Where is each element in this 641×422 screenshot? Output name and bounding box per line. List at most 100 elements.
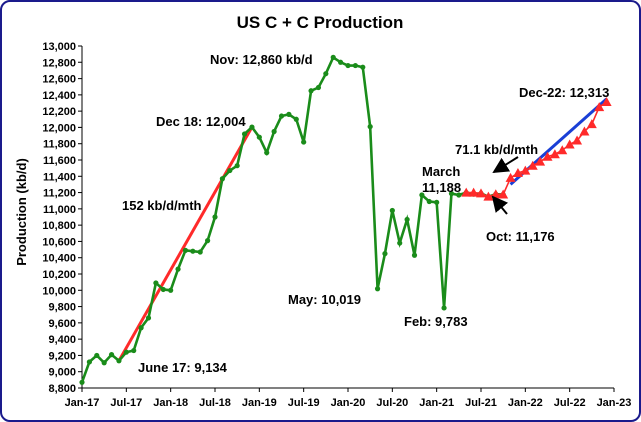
data-point	[197, 249, 203, 255]
x-tick-label: Jan-18	[153, 397, 188, 409]
annotation-arrows	[491, 156, 519, 215]
data-point	[175, 266, 181, 272]
annotation-label: 152 kb/d/mth	[122, 198, 202, 213]
data-point	[542, 151, 553, 161]
data-point	[160, 286, 166, 293]
x-tick-label: Jan-23	[597, 397, 632, 409]
data-point	[338, 59, 344, 65]
data-point	[145, 315, 152, 321]
data-point	[293, 116, 299, 122]
data-point	[278, 113, 285, 119]
data-point	[108, 352, 115, 358]
annotation-label: 71.1 kb/d/mth	[455, 142, 538, 157]
data-point	[434, 199, 440, 205]
y-tick-label: 9,800	[48, 302, 76, 314]
data-point	[520, 165, 531, 175]
annotation-label: Oct: 11,176	[486, 229, 555, 244]
x-tick-label: Jul-20	[376, 397, 408, 409]
y-tick-label: 11,200	[43, 188, 76, 200]
data-point	[594, 102, 605, 112]
data-point	[535, 156, 546, 166]
data-point	[448, 190, 455, 197]
x-tick-label: Jul-21	[465, 397, 497, 409]
x-tick-label: Jul-18	[199, 397, 231, 409]
x-tick-label: Jul-19	[288, 397, 320, 409]
x-tick-label: Jan-22	[508, 397, 543, 409]
y-axis-label: Production (kb/d)	[14, 158, 29, 266]
data-point	[476, 188, 486, 198]
data-point	[264, 150, 270, 156]
data-point	[227, 167, 233, 174]
data-point	[101, 360, 107, 366]
data-point	[468, 187, 479, 197]
y-tick-label: 12,000	[42, 122, 76, 134]
annotation-label: Nov: 12,860 kb/d	[210, 52, 313, 67]
trend-arrow	[492, 156, 519, 174]
chart-title: US C + C Production	[237, 13, 404, 32]
data-point	[456, 192, 462, 198]
data-point	[79, 379, 85, 385]
data-point	[601, 96, 612, 106]
y-tick-label: 10,200	[42, 269, 76, 281]
y-tick-label: 10,000	[42, 285, 76, 297]
data-point	[397, 240, 403, 246]
data-point	[374, 286, 381, 292]
series-line	[80, 55, 504, 383]
x-tick-label: Jul-17	[110, 397, 142, 409]
data-point	[572, 135, 583, 145]
data-point	[549, 149, 560, 159]
data-point	[234, 163, 240, 169]
data-point	[205, 238, 211, 244]
data-point	[308, 88, 314, 94]
y-tick-label: 10,400	[42, 253, 76, 265]
x-tick-labels: Jan-17 Jul-17 Jan-18 Jul-18 Jan-19 Jul-19 Jan-…	[65, 388, 632, 409]
x-tick-label: Jan-21	[419, 397, 454, 409]
annotation-label: Dec-22: 12,313	[519, 85, 609, 100]
y-tick-label: 11,600	[43, 155, 76, 167]
data-series	[79, 54, 612, 385]
data-point	[212, 214, 218, 220]
y-tick-label: 12,200	[42, 106, 76, 118]
annotation-label: Feb: 9,783	[404, 314, 468, 329]
data-point	[345, 62, 351, 69]
y-tick-label: 11,400	[43, 171, 76, 183]
x-tick-label: Jan-17	[65, 397, 100, 409]
y-tick-label: 11,000	[43, 204, 76, 216]
data-point	[249, 124, 255, 130]
annotations: Nov: 12,860 kb/d Dec 18: 12,004 152 kb/d/m…	[122, 52, 609, 375]
y-tick-label: 9,600	[48, 318, 76, 330]
data-point	[323, 71, 329, 77]
data-point	[94, 352, 100, 359]
data-point	[426, 198, 432, 205]
y-tick-label: 12,400	[42, 90, 76, 102]
y-tick-label: 9,000	[48, 367, 76, 379]
data-point	[579, 126, 590, 136]
data-point	[168, 287, 174, 293]
data-point	[461, 187, 472, 197]
data-point	[389, 207, 395, 214]
data-point	[330, 54, 336, 61]
data-point	[382, 251, 388, 257]
y-tick-label: 9,200	[48, 350, 76, 362]
data-point	[86, 359, 92, 365]
data-point	[564, 139, 575, 149]
data-point	[241, 131, 248, 137]
data-point	[131, 347, 137, 354]
data-point	[352, 62, 358, 69]
data-point	[190, 248, 196, 254]
x-tick-label: Jul-22	[554, 397, 586, 409]
data-point	[441, 305, 447, 311]
data-point	[256, 134, 262, 140]
data-point	[123, 349, 129, 355]
data-point	[271, 128, 277, 135]
data-point	[557, 145, 568, 155]
x-tick-label: Jan-20	[331, 397, 366, 409]
data-point	[360, 64, 366, 70]
y-tick-label: 11,800	[43, 139, 76, 151]
data-point	[182, 247, 189, 253]
data-point	[419, 192, 425, 198]
data-point	[586, 119, 597, 129]
data-point	[286, 111, 292, 117]
